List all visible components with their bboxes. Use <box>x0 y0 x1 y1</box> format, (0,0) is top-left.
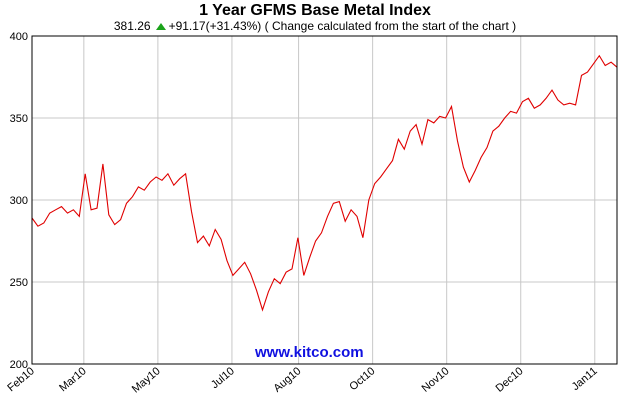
change-value: +91.17(+31.43%) <box>168 19 262 33</box>
plot-frame <box>31 35 618 365</box>
y-tick-label: 400 <box>10 31 28 43</box>
x-tick-label: May10 <box>130 365 163 395</box>
x-tick-label: Mar10 <box>57 365 89 394</box>
grid <box>31 35 617 365</box>
y-tick-label: 250 <box>10 277 28 289</box>
x-axis: Feb10 Mar10 May10 Jul10 Aug10 Oct10 Nov10 Dec10… <box>5 365 599 395</box>
x-tick-label: Jul10 <box>209 365 237 391</box>
x-tick-label: Oct10 <box>347 365 377 393</box>
up-arrow-icon <box>155 22 166 30</box>
series-line <box>31 54 618 312</box>
y-axis: 200 250 300 350 400 <box>10 31 28 371</box>
y-tick-label: 300 <box>10 195 28 207</box>
y-tick-label: 350 <box>10 113 28 125</box>
y-tick-label: 200 <box>10 359 28 371</box>
x-tick-label: Aug10 <box>271 365 303 395</box>
last-value: 381.26 <box>113 19 151 33</box>
chart-subtitle: 381.26 +91.17(+31.43%) ( Change calculate… <box>0 19 630 33</box>
x-tick-label: Dec10 <box>494 365 526 395</box>
chart-title: 1 Year GFMS Base Metal Index <box>199 2 431 19</box>
x-tick-label: Jan11 <box>570 365 600 393</box>
x-tick-label: Nov10 <box>420 365 452 395</box>
change-note: ( Change calculated from the start of th… <box>264 19 517 33</box>
watermark: www.kitco.com <box>255 344 364 361</box>
